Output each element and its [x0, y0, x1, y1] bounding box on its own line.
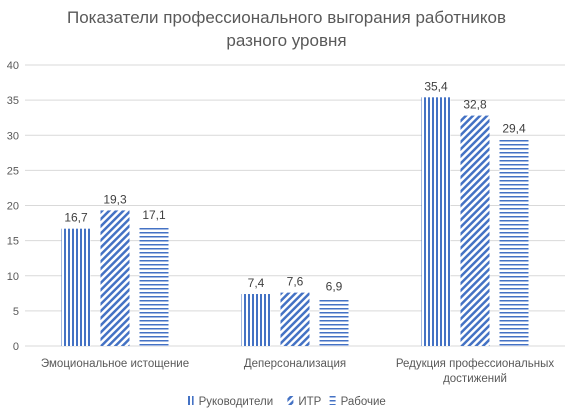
- y-tick-label: 35: [7, 95, 19, 107]
- legend-swatch: [329, 396, 336, 405]
- y-tick-label: 5: [13, 306, 19, 318]
- bar: [61, 228, 91, 346]
- bar: [421, 97, 451, 346]
- legend-label: Рабочие: [341, 396, 386, 408]
- legend-label: ИТР: [298, 396, 321, 408]
- bar: [499, 139, 529, 346]
- y-tick-label: 40: [7, 60, 19, 72]
- bar: [319, 297, 349, 346]
- y-tick-label: 20: [7, 201, 19, 213]
- legend-swatch: [287, 396, 294, 405]
- x-tick-label: Редукция профессиональных: [396, 358, 554, 370]
- data-label: 19,3: [103, 192, 127, 206]
- y-tick-label: 10: [7, 271, 19, 283]
- bar: [280, 292, 310, 346]
- data-label: 17,1: [142, 208, 166, 222]
- y-tick-label: 25: [7, 165, 19, 177]
- data-label: 16,7: [64, 211, 88, 225]
- data-label: 35,4: [424, 79, 448, 93]
- chart-title-line-2: разного уровня: [226, 31, 347, 50]
- chart-title-line-1: Показатели профессионального выгорания р…: [67, 8, 506, 27]
- bar: [139, 225, 169, 346]
- data-label: 29,4: [502, 121, 526, 135]
- data-label: 6,9: [326, 280, 343, 294]
- data-label: 32,8: [463, 98, 487, 112]
- x-tick-label: достижений: [443, 373, 507, 385]
- bar: [460, 115, 490, 346]
- x-tick-label: Деперсонализация: [244, 358, 346, 370]
- legend-swatch: [187, 396, 194, 405]
- x-tick-label: Эмоциональное истощение: [41, 358, 189, 370]
- bar: [100, 210, 130, 346]
- legend-label: Руководители: [199, 396, 274, 408]
- data-label: 7,6: [287, 275, 304, 289]
- bar: [241, 294, 271, 346]
- y-tick-label: 15: [7, 236, 19, 248]
- data-label: 7,4: [248, 276, 265, 290]
- y-tick-label: 0: [13, 341, 19, 353]
- y-tick-label: 30: [7, 130, 19, 142]
